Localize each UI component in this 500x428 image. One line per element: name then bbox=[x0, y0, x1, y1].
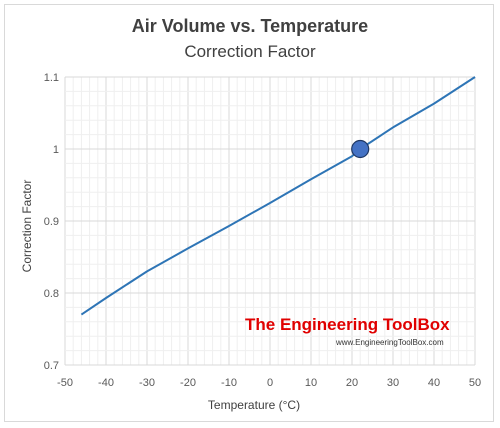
x-tick-label: -50 bbox=[57, 377, 73, 389]
watermark-url: www.EngineeringToolBox.com bbox=[335, 338, 444, 347]
x-tick-label: 0 bbox=[267, 377, 273, 389]
chart-svg: Air Volume vs. Temperature Correction Fa… bbox=[20, 16, 481, 412]
y-tick-label: 0.9 bbox=[44, 216, 59, 228]
x-tick-label: -10 bbox=[221, 377, 237, 389]
grid-layer bbox=[64, 76, 476, 366]
x-tick-label: -40 bbox=[98, 377, 114, 389]
x-tick-label: -30 bbox=[139, 377, 155, 389]
y-tick-label: 0.7 bbox=[44, 360, 59, 372]
x-tick-label: 50 bbox=[469, 377, 481, 389]
chart-frame: Air Volume vs. Temperature Correction Fa… bbox=[4, 4, 494, 422]
x-tick-label: -20 bbox=[180, 377, 196, 389]
x-tick-label: 10 bbox=[305, 377, 317, 389]
y-tick-label: 0.8 bbox=[44, 288, 59, 300]
y-axis-label: Correction Factor bbox=[20, 180, 34, 273]
chart-subtitle: Correction Factor bbox=[184, 42, 316, 61]
x-tick-label: 30 bbox=[387, 377, 399, 389]
tick-layer: -50 -40 -30 -20 -10 0 10 20 30 40 50 0.7 0.8 0.9 1 1.1 bbox=[44, 72, 481, 389]
series-line bbox=[80, 76, 476, 316]
watermark-title: The Engineering ToolBox bbox=[245, 315, 450, 334]
x-tick-label: 20 bbox=[346, 377, 358, 389]
highlight-point-marker bbox=[351, 139, 370, 159]
x-tick-label: 40 bbox=[428, 377, 440, 389]
chart-title: Air Volume vs. Temperature bbox=[132, 16, 368, 36]
y-tick-label: 1 bbox=[53, 144, 59, 156]
x-axis-label: Temperature (°C) bbox=[208, 398, 300, 412]
y-tick-label: 1.1 bbox=[44, 72, 59, 84]
series-layer bbox=[80, 76, 476, 316]
